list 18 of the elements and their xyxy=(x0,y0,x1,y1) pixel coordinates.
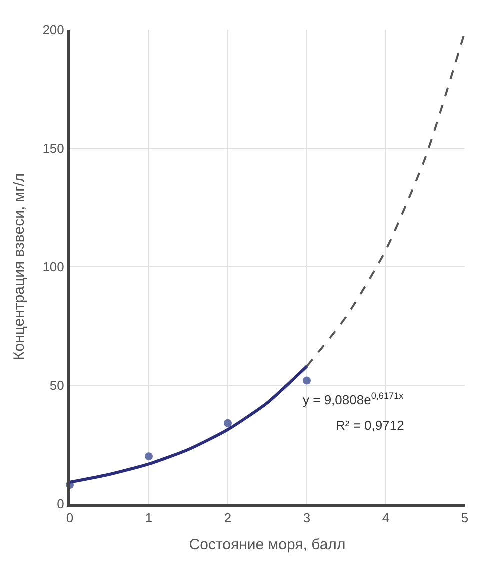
x-tick-label: 2 xyxy=(224,510,232,526)
y-tick-label: 150 xyxy=(42,141,64,156)
y-tick-label: 100 xyxy=(42,260,64,275)
x-tick-label: 1 xyxy=(145,510,153,526)
x-tick-label: 4 xyxy=(382,510,390,526)
y-axis-title: Концентрация взвеси, мг/л xyxy=(10,174,28,360)
y-tick-label: 50 xyxy=(50,378,64,394)
point xyxy=(224,419,232,428)
annotation: y = 9,0808e$^{0,6171x}$ xyxy=(303,391,404,408)
y-tick-label: 200 xyxy=(42,22,64,38)
point xyxy=(303,376,311,385)
x-axis-title: Состояние моря, балл xyxy=(189,536,346,554)
y-tick-label: 0 xyxy=(57,496,64,512)
x-tick-label: 0 xyxy=(66,510,74,526)
x-tick-label: 3 xyxy=(303,510,311,526)
x-tick-label: 5 xyxy=(461,510,469,526)
annotation: R² = 0,9712 xyxy=(336,418,404,433)
point xyxy=(145,452,153,461)
